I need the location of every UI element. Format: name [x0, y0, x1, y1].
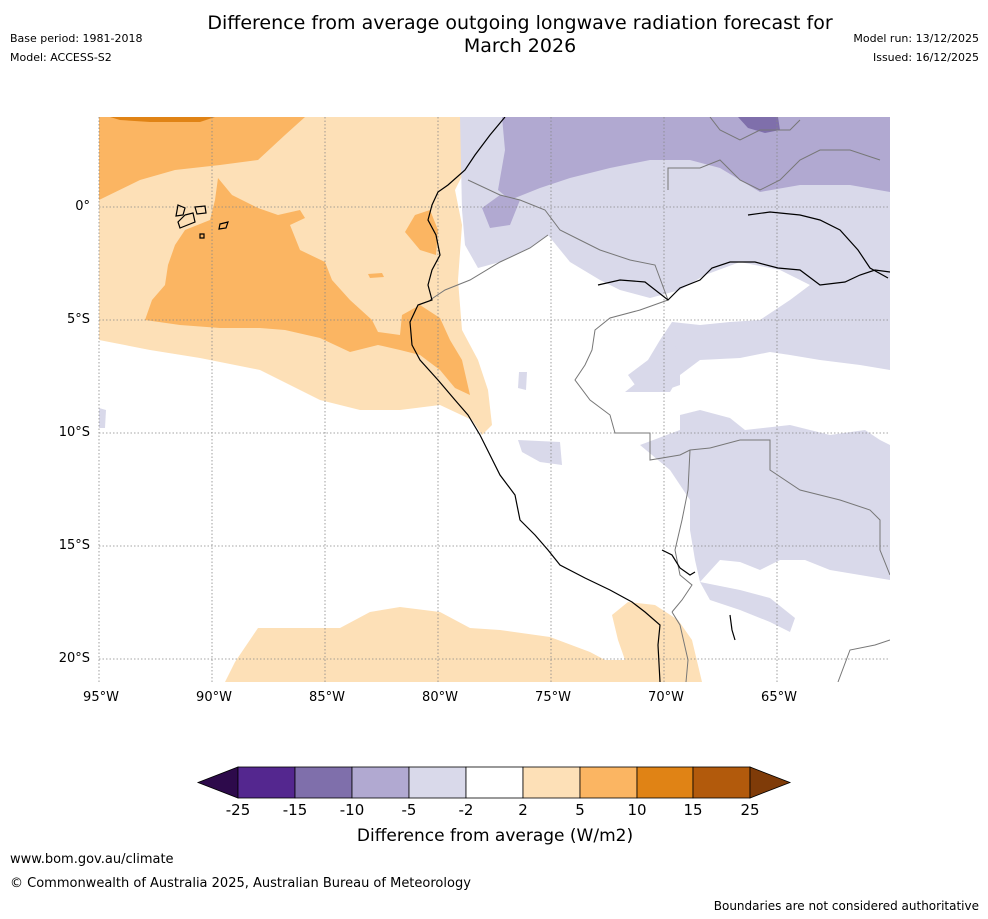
coastline-lake-2 — [729, 614, 736, 641]
negative-anomaly-region-southeast — [640, 410, 890, 582]
colorbar-swatch-minus-25-to-minus-15 — [237, 766, 296, 799]
lon-label-95w: 95°W — [83, 690, 119, 705]
galapagos-island-1 — [175, 204, 186, 217]
colorbar-swatch-5-to-10 — [579, 766, 638, 799]
colorbar-tick: 2 — [518, 801, 528, 819]
colorbar-swatch-above-25 — [749, 766, 792, 799]
coastline-amazon-river — [597, 261, 890, 301]
title-line-2: March 2026 — [463, 35, 577, 57]
colorbar-tick: -15 — [282, 801, 308, 819]
galapagos-island-2 — [177, 212, 196, 229]
negative-anomaly-small-patch-3 — [99, 408, 106, 428]
negative-anomaly-region-amazon — [498, 117, 890, 200]
colorbar-swatch-minus-2-to-2 — [465, 766, 524, 799]
colorbar-swatch-minus-5-to-minus-2 — [408, 766, 467, 799]
positive-anomaly-strong-edge — [110, 117, 215, 122]
negative-anomaly-small-patch-2 — [518, 372, 527, 390]
map-field — [99, 117, 890, 682]
positive-anomaly-region-coast — [405, 210, 438, 255]
border-brazil-bolivia — [709, 439, 890, 576]
border-chile-argentina — [837, 639, 890, 682]
border-colombia-ecuador-peru — [467, 179, 669, 301]
model-run-text: Model run: 13/12/2025 — [853, 32, 979, 45]
lon-label-75w: 75°W — [535, 690, 571, 705]
lon-label-85w: 85°W — [309, 690, 345, 705]
lat-label-15s: 15°S — [58, 538, 90, 553]
coastline-negro-river — [747, 211, 889, 279]
negative-anomaly-region-central — [625, 340, 680, 392]
colorbar-swatch-15-to-25 — [692, 766, 751, 799]
colorbar-swatch-minus-10-to-minus-5 — [351, 766, 410, 799]
page-title: Difference from average outgoing longwav… — [150, 12, 890, 58]
positive-anomaly-small-patch — [368, 273, 384, 278]
colorbar-tick: -5 — [401, 801, 417, 819]
galapagos-island-5 — [199, 233, 205, 239]
coastline-pacific — [409, 117, 661, 682]
galapagos-island-4 — [218, 221, 229, 230]
border-peru-brazil — [574, 299, 711, 461]
negative-anomaly-region-south-patch — [700, 582, 795, 632]
lat-label-20s: 20°S — [58, 651, 90, 666]
colorbar-tick: 15 — [683, 801, 703, 819]
coastlines — [175, 117, 890, 682]
lon-label-90w: 90°W — [196, 690, 232, 705]
lat-label-10s: 10°S — [58, 425, 90, 440]
colorbar-tick: -2 — [458, 801, 474, 819]
border-venezuela-brazil — [709, 117, 801, 141]
colorbar-tick: 10 — [627, 801, 647, 819]
negative-anomaly-region-ecuador — [482, 195, 520, 228]
disclaimer-text: Boundaries are not considered authoritat… — [713, 899, 979, 913]
coastline-andean-lake — [661, 549, 696, 576]
positive-anomaly-region-galapagos — [145, 178, 470, 395]
positive-anomaly-region-central — [99, 117, 305, 200]
issued-text: Issued: 16/12/2025 — [872, 51, 979, 64]
border-bolivia-chile — [671, 611, 689, 682]
graticule — [98, 117, 890, 682]
title-line-1: Difference from average outgoing longwav… — [207, 12, 833, 34]
colorbar-tick: 5 — [575, 801, 585, 819]
lat-label-0: 0° — [75, 199, 90, 214]
lon-label-65w: 65°W — [761, 690, 797, 705]
model-text: Model: ACCESS-S2 — [10, 51, 112, 64]
negative-anomaly-strong-patch — [738, 117, 780, 133]
border-peru-bolivia — [671, 449, 693, 613]
base-period-text: Base period: 1981-2018 — [10, 32, 143, 45]
lon-label-70w: 70°W — [648, 690, 684, 705]
colorbar-tick: 25 — [740, 801, 760, 819]
colorbar-tick: -25 — [225, 801, 251, 819]
colorbar-swatch-2-to-5 — [522, 766, 581, 799]
positive-anomaly-region-south — [225, 602, 702, 682]
website-link[interactable]: www.bom.gov.au/climate — [10, 852, 174, 867]
colorbar-swatch-below-minus-25 — [196, 766, 239, 799]
country-borders — [429, 117, 890, 682]
lon-label-80w: 80°W — [422, 690, 458, 705]
colorbar-title: Difference from average (W/m2) — [356, 826, 634, 846]
border-colombia-brazil — [667, 149, 881, 191]
border-ecuador-peru — [429, 234, 549, 301]
copyright-text: © Commonwealth of Australia 2025, Austra… — [10, 876, 471, 891]
galapagos-island-3 — [194, 205, 207, 215]
colorbar-swatch-minus-15-to-minus-10 — [294, 766, 353, 799]
colorbar-tick: -10 — [339, 801, 365, 819]
colorbar-swatch-10-to-15 — [636, 766, 694, 799]
lat-label-5s: 5°S — [66, 312, 90, 327]
